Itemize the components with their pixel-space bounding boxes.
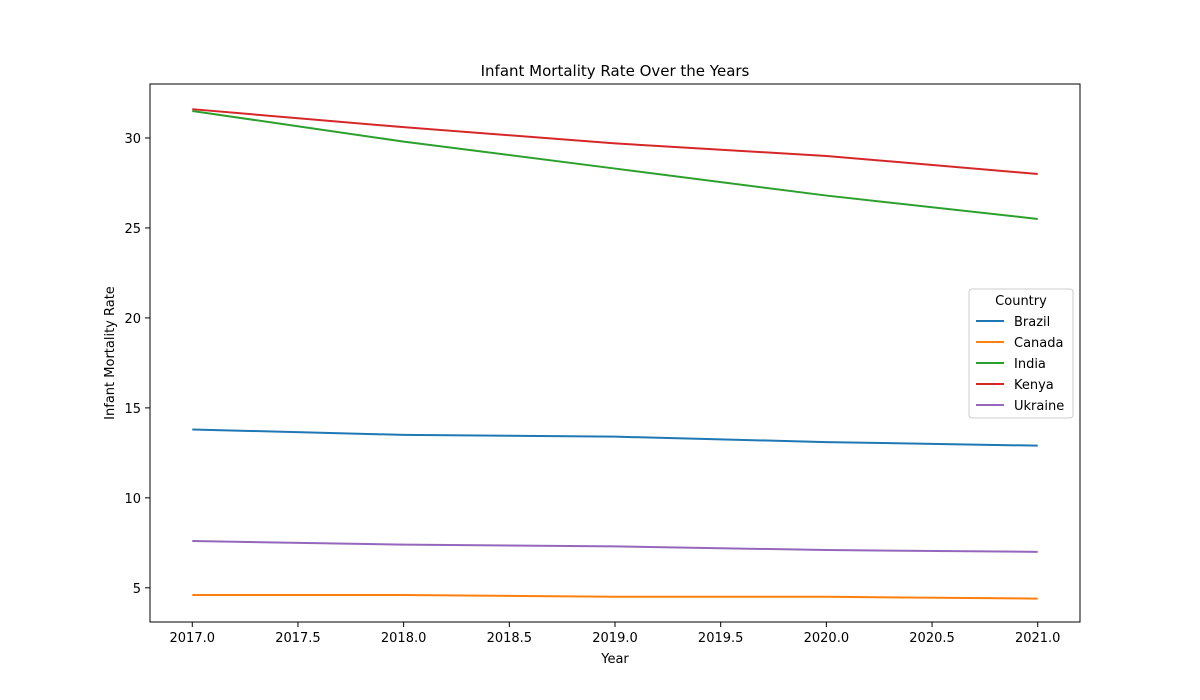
x-tick-label: 2019.5 [698, 631, 744, 646]
x-tick-label: 2018.5 [487, 631, 533, 646]
x-tick-label: 2021.0 [1015, 631, 1061, 646]
y-tick-label: 30 [124, 132, 141, 147]
plot-area [192, 108, 1038, 600]
y-tick-label: 25 [124, 222, 141, 237]
x-axis: 2017.0 2017.5 2018.0 2018.5 2019.0 2019.5 2020… [170, 622, 1061, 646]
y-tick-label: 20 [124, 312, 141, 327]
legend-label-ukraine: Ukraine [1014, 399, 1064, 414]
legend-title: Country [995, 294, 1047, 309]
y-tick-label: 10 [124, 492, 141, 507]
y-tick-label: 15 [124, 402, 141, 417]
series-line-kenya [192, 108, 1038, 175]
series-line-canada [192, 594, 1038, 600]
series-line-brazil [192, 428, 1038, 447]
y-axis: 5 10 15 20 25 30 [124, 132, 150, 597]
legend-label-brazil: Brazil [1014, 315, 1050, 330]
chart-title: Infant Mortality Rate Over the Years [481, 62, 750, 80]
x-tick-label: 2017.5 [275, 631, 321, 646]
series-line-india [192, 110, 1038, 220]
legend-label-india: India [1014, 357, 1046, 372]
x-tick-label: 2017.0 [170, 631, 216, 646]
legend-label-canada: Canada [1014, 336, 1063, 351]
legend-label-kenya: Kenya [1014, 378, 1054, 393]
x-axis-label: Year [600, 652, 629, 667]
y-axis-label: Infant Mortality Rate [103, 286, 118, 420]
y-tick-label: 5 [133, 582, 141, 597]
x-tick-label: 2019.0 [592, 631, 638, 646]
x-tick-label: 2020.5 [909, 631, 955, 646]
x-tick-label: 2018.0 [381, 631, 427, 646]
series-line-ukraine [192, 540, 1038, 553]
x-tick-label: 2020.0 [804, 631, 850, 646]
legend: Country Brazil Canada India Kenya Ukraine [968, 288, 1074, 419]
